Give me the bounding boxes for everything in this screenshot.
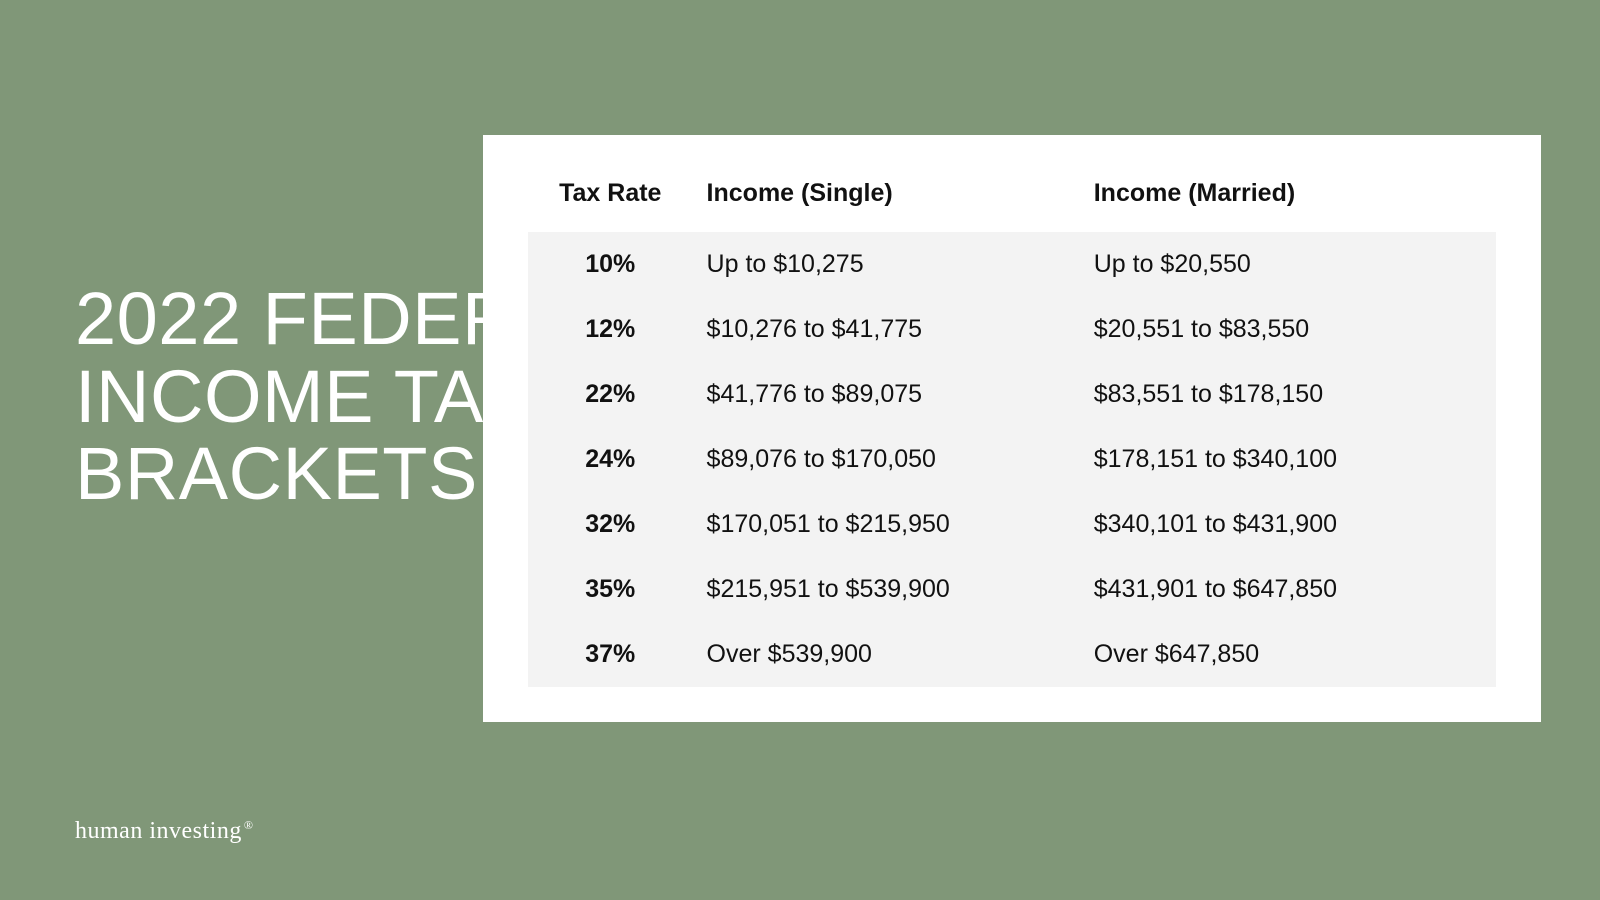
registered-mark: ® (244, 818, 254, 832)
col-header-married: Income (Married) (1080, 175, 1496, 232)
table-row: 12% $10,276 to $41,775 $20,551 to $83,55… (528, 297, 1496, 362)
cell-married: $83,551 to $178,150 (1080, 362, 1496, 427)
tax-bracket-table: Tax Rate Income (Single) Income (Married… (528, 175, 1496, 687)
footer-brand: human investing® (75, 818, 253, 845)
cell-married: $340,101 to $431,900 (1080, 492, 1496, 557)
cell-rate: 24% (528, 427, 693, 492)
brand-text: human investing (75, 818, 242, 844)
cell-rate: 10% (528, 232, 693, 297)
cell-single: $10,276 to $41,775 (693, 297, 1080, 362)
cell-married: Over $647,850 (1080, 622, 1496, 687)
cell-single: Up to $10,275 (693, 232, 1080, 297)
table-row: 35% $215,951 to $539,900 $431,901 to $64… (528, 557, 1496, 622)
cell-married: Up to $20,550 (1080, 232, 1496, 297)
table-row: 37% Over $539,900 Over $647,850 (528, 622, 1496, 687)
cell-married: $178,151 to $340,100 (1080, 427, 1496, 492)
table-row: 22% $41,776 to $89,075 $83,551 to $178,1… (528, 362, 1496, 427)
cell-single: $170,051 to $215,950 (693, 492, 1080, 557)
cell-single: $215,951 to $539,900 (693, 557, 1080, 622)
cell-rate: 12% (528, 297, 693, 362)
cell-single: $89,076 to $170,050 (693, 427, 1080, 492)
table-header-row: Tax Rate Income (Single) Income (Married… (528, 175, 1496, 232)
cell-married: $431,901 to $647,850 (1080, 557, 1496, 622)
cell-rate: 35% (528, 557, 693, 622)
table-row: 10% Up to $10,275 Up to $20,550 (528, 232, 1496, 297)
cell-rate: 22% (528, 362, 693, 427)
cell-rate: 32% (528, 492, 693, 557)
col-header-rate: Tax Rate (528, 175, 693, 232)
col-header-single: Income (Single) (693, 175, 1080, 232)
table-row: 24% $89,076 to $170,050 $178,151 to $340… (528, 427, 1496, 492)
cell-single: Over $539,900 (693, 622, 1080, 687)
table-row: 32% $170,051 to $215,950 $340,101 to $43… (528, 492, 1496, 557)
cell-single: $41,776 to $89,075 (693, 362, 1080, 427)
cell-rate: 37% (528, 622, 693, 687)
tax-table-card: Tax Rate Income (Single) Income (Married… (483, 135, 1541, 722)
cell-married: $20,551 to $83,550 (1080, 297, 1496, 362)
tax-table-body: 10% Up to $10,275 Up to $20,550 12% $10,… (528, 232, 1496, 687)
